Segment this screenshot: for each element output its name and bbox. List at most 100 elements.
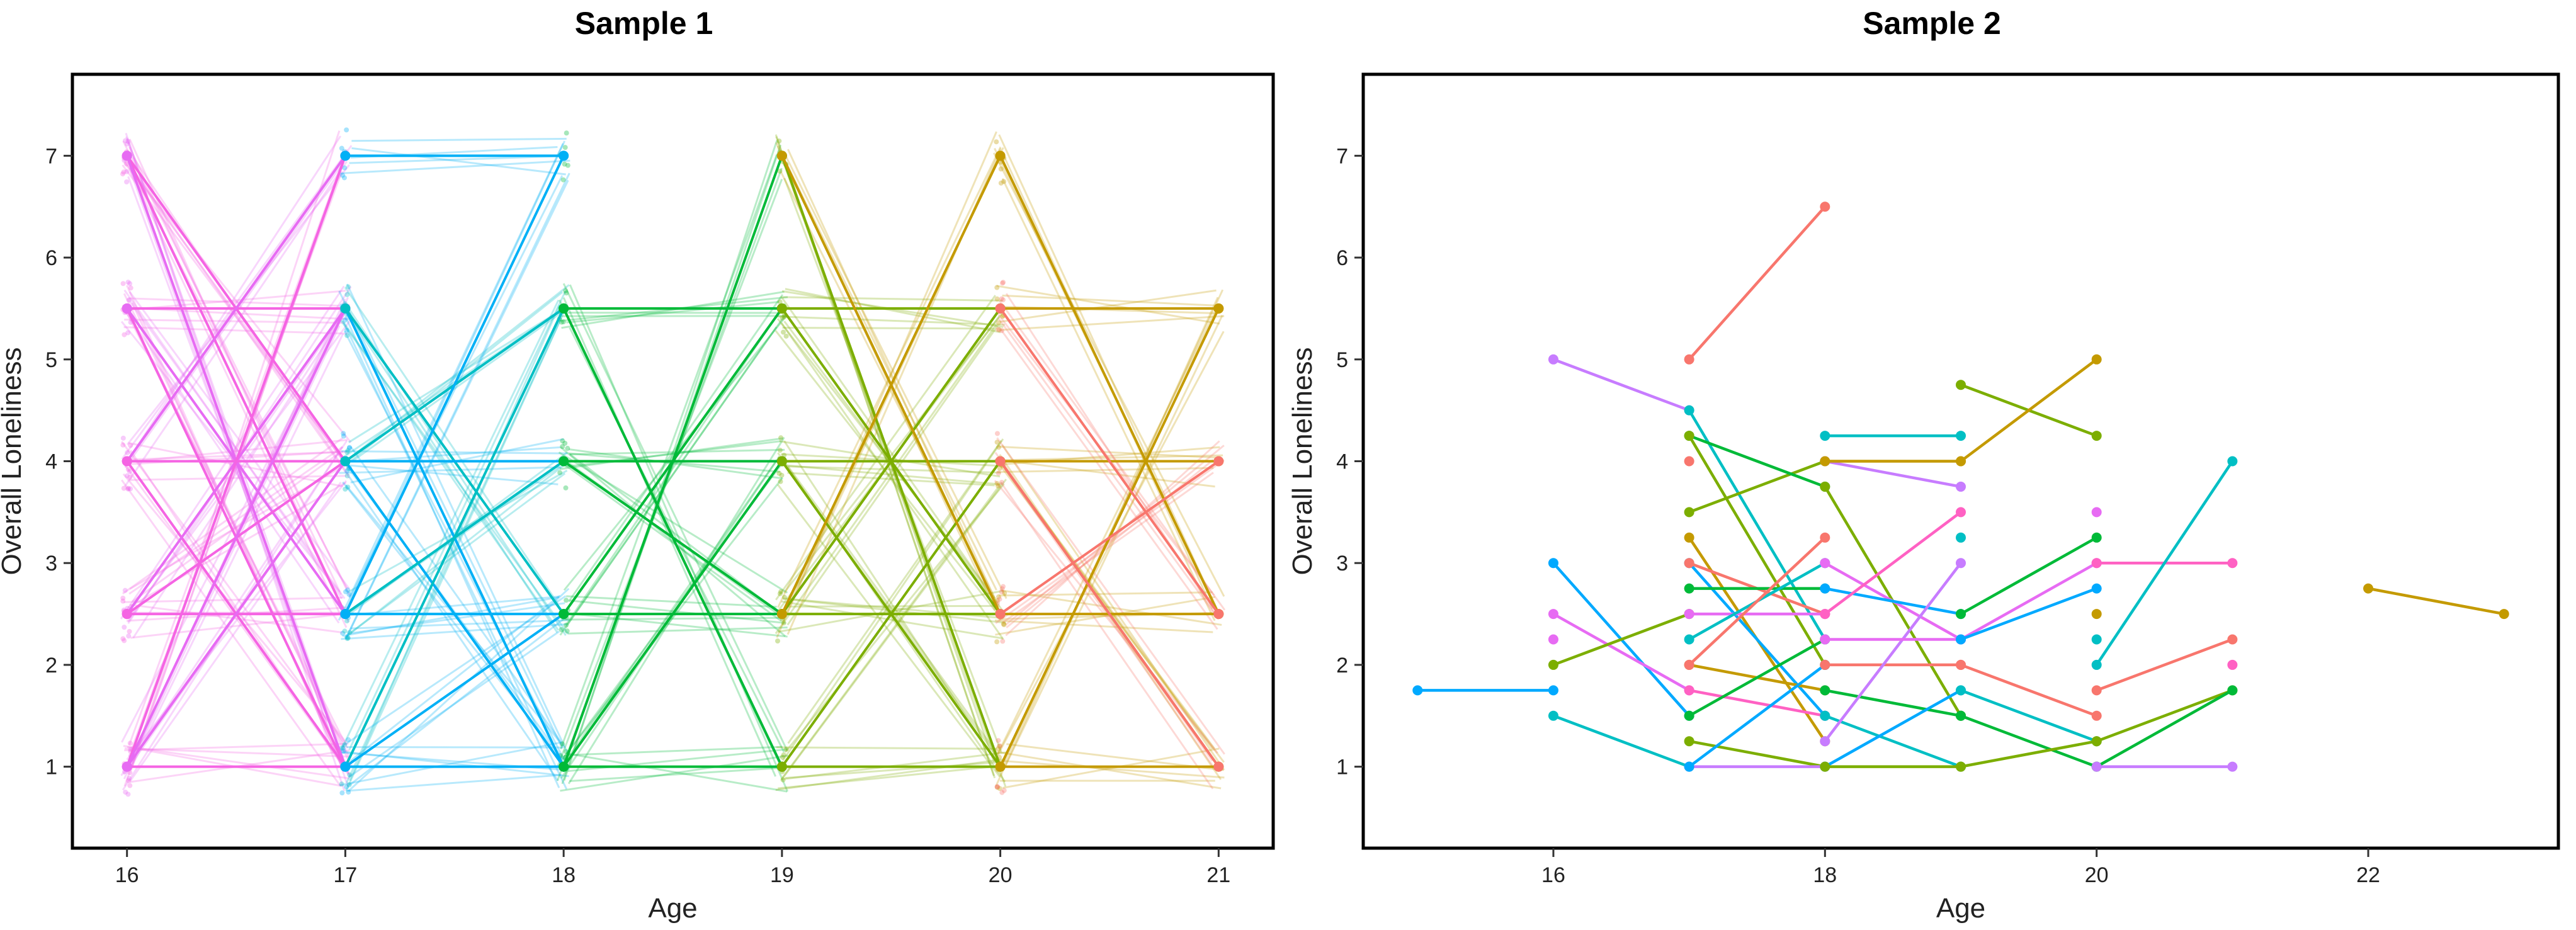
faint-data-point [124, 179, 130, 184]
faint-trajectory-line [348, 630, 560, 778]
faint-trajectory-line [340, 159, 570, 174]
faint-data-point [126, 633, 132, 639]
trajectory-line [562, 460, 783, 768]
faint-trajectory-line [776, 746, 997, 750]
trajectory-line [344, 613, 565, 768]
faint-data-point [341, 748, 346, 754]
faint-data-point [342, 165, 348, 171]
data-point [122, 150, 132, 161]
faint-trajectory-line [997, 751, 1222, 790]
faint-data-point [127, 776, 132, 781]
faint-data-point [347, 772, 353, 778]
faint-trajectory-line [569, 448, 783, 480]
faint-data-point [339, 790, 345, 796]
data-point [1956, 609, 1966, 620]
faint-trajectory-line [1005, 460, 1215, 488]
faint-trajectory-line [996, 285, 1220, 325]
data-point [2091, 634, 2102, 645]
faint-trajectory-line [128, 297, 339, 307]
trajectory-line [1960, 663, 2097, 717]
faint-trajectory-line [776, 315, 1005, 326]
faint-trajectory-line [781, 600, 1003, 640]
faint-trajectory-line [130, 290, 346, 311]
faint-data-point [125, 485, 131, 491]
y-tick-label: 1 [1336, 756, 1348, 780]
x-axis-title: Age [648, 893, 697, 924]
data-point [1820, 456, 1830, 467]
data-point [1684, 736, 1694, 747]
y-axis-title: Overall Loneliness [0, 348, 27, 576]
y-tick-label: 5 [45, 348, 57, 372]
data-point [1684, 761, 1694, 772]
data-point [776, 609, 787, 620]
faint-data-point [780, 329, 786, 335]
faint-data-point [778, 589, 784, 594]
trajectory-line [2095, 460, 2234, 666]
trajectory-line [1824, 511, 1962, 615]
faint-trajectory-line [775, 324, 997, 635]
faint-data-point [778, 435, 784, 441]
x-tick-label: 19 [770, 863, 794, 887]
faint-trajectory-line [995, 596, 1216, 636]
trajectory-line [999, 460, 1220, 768]
faint-data-point [124, 473, 130, 479]
data-point [1956, 710, 1966, 721]
data-point [1820, 558, 1830, 569]
faint-data-point [346, 445, 352, 451]
data-point [1956, 634, 1966, 645]
data-point [559, 150, 569, 161]
faint-data-point [995, 746, 1001, 752]
faint-data-point [996, 445, 1002, 450]
faint-trajectory-line [351, 147, 566, 176]
faint-trajectory-line [129, 439, 348, 463]
faint-data-point [1001, 621, 1006, 627]
faint-trajectory-line [339, 741, 562, 786]
faint-data-point [126, 778, 132, 783]
plot-area-sample-2: 1 2 3 4 5 6 7 16 18 20 22 Age Overall Loneliness [1288, 72, 2560, 924]
faint-data-point [565, 162, 570, 168]
data-point [1213, 761, 1224, 772]
faint-data-point [557, 470, 563, 475]
faint-data-point [125, 139, 131, 144]
data-point [1684, 634, 1694, 645]
trajectory-line [1688, 536, 1826, 666]
faint-trajectory-line [349, 304, 560, 781]
faint-data-point [342, 742, 348, 747]
data-point [559, 761, 569, 772]
trajectory-line [2096, 638, 2233, 692]
trajectory-line [1824, 689, 1962, 768]
faint-data-point [777, 168, 783, 174]
data-point [559, 303, 569, 314]
faint-trajectory-line [566, 314, 786, 625]
faint-trajectory-line [569, 599, 786, 625]
faint-trajectory-line [782, 438, 1004, 761]
data-point [1820, 609, 1830, 620]
trajectory-line [2096, 689, 2233, 743]
faint-trajectory-line [566, 300, 780, 324]
trajectory-line [999, 155, 1220, 615]
faint-data-point [994, 296, 1000, 302]
faint-trajectory-line [997, 467, 1214, 474]
faint-data-point [1001, 297, 1006, 303]
y-tick-label: 7 [1336, 144, 1348, 168]
data-point [776, 303, 787, 314]
faint-trajectory-line [130, 613, 341, 639]
faint-data-point [560, 177, 566, 183]
faint-trajectory-line [775, 142, 997, 591]
faint-data-point [1001, 584, 1006, 589]
data-point [995, 609, 1006, 620]
faint-data-point [122, 332, 127, 337]
x-tick-label: 16 [1541, 863, 1565, 887]
faint-trajectory-line [559, 437, 785, 470]
faint-trajectory-line [1002, 294, 1220, 307]
trajectory-line [1688, 664, 1826, 768]
faint-data-point [562, 161, 567, 167]
faint-trajectory-line [351, 137, 567, 142]
faint-data-point [996, 470, 1001, 476]
data-point [1213, 609, 1224, 620]
data-point [2091, 736, 2102, 747]
faint-data-point [994, 784, 1000, 790]
data-point [2091, 761, 2102, 772]
faint-trajectory-line [1004, 468, 1213, 766]
faint-trajectory-line [560, 446, 786, 637]
